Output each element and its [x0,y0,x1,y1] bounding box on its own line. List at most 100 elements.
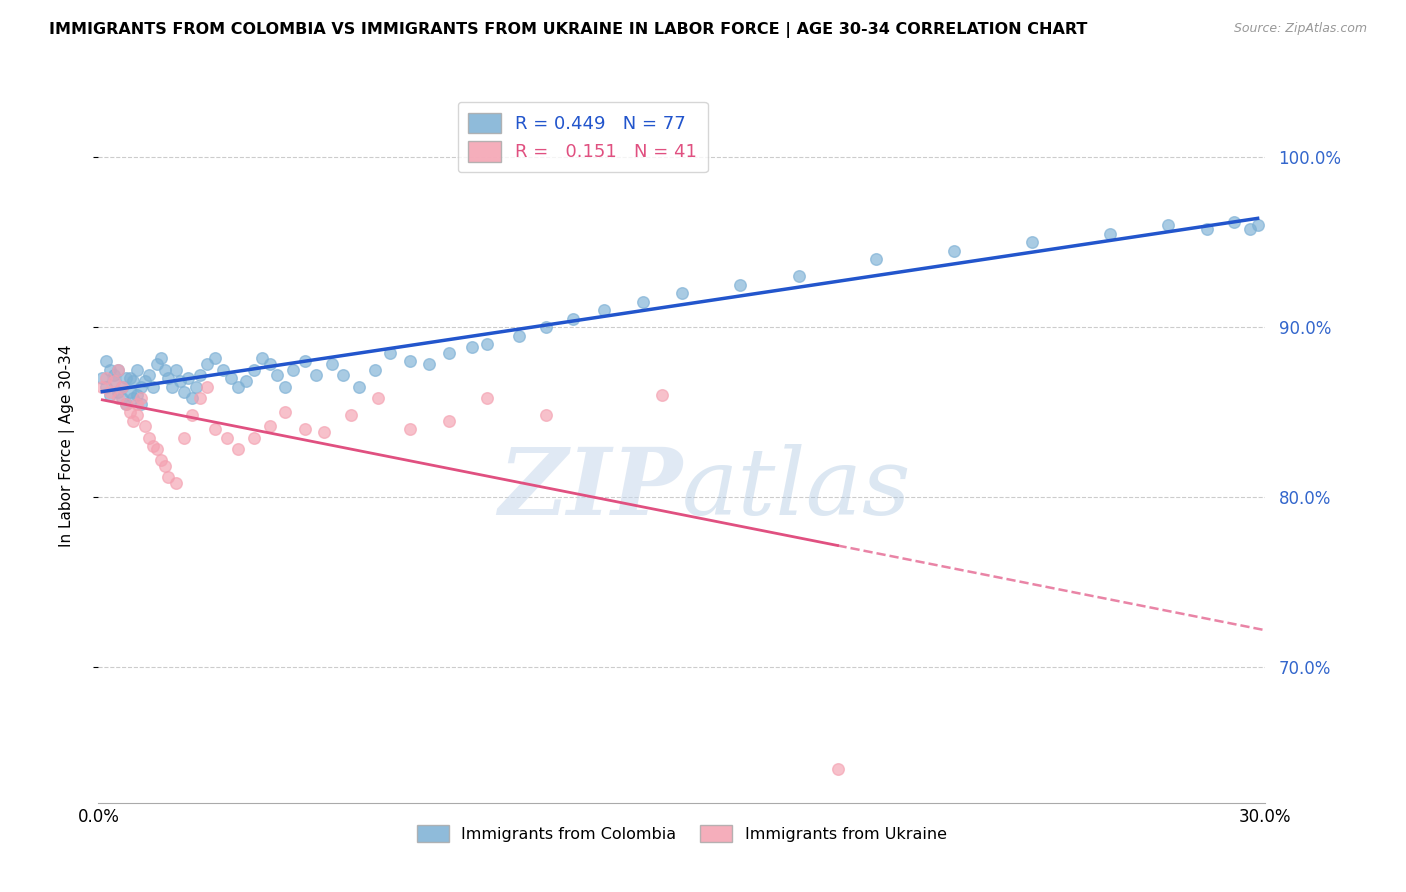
Point [107,392,129,406]
Point [173,430,195,444]
Point [305,368,328,382]
Point [162,379,184,393]
Point [398,354,420,368]
Point [534,409,557,423]
Point [363,362,385,376]
Point [1223,215,1246,229]
Point [188,368,211,382]
Point [165,362,187,376]
Point [332,368,354,382]
Point [259,358,281,372]
Point [146,442,169,457]
Point [827,762,849,776]
Point [138,430,160,444]
Point [107,362,129,376]
Point [274,379,297,393]
Point [787,269,810,284]
Point [142,379,165,393]
Point [142,439,165,453]
Point [103,368,125,382]
Point [146,358,169,372]
Point [212,362,235,376]
Point [173,384,195,399]
Text: Source: ZipAtlas.com: Source: ZipAtlas.com [1233,22,1367,36]
Point [204,351,226,365]
Point [347,379,370,393]
Y-axis label: In Labor Force | Age 30-34: In Labor Force | Age 30-34 [59,344,75,548]
Point [631,294,654,309]
Point [671,286,693,301]
Point [243,362,266,376]
Point [96,379,118,393]
Point [340,409,363,423]
Point [127,388,149,402]
Text: atlas: atlas [682,444,911,533]
Point [730,277,752,292]
Point [98,384,121,399]
Point [114,371,136,385]
Point [461,341,484,355]
Point [129,392,152,406]
Point [129,396,152,410]
Point [134,375,156,389]
Point [1239,221,1261,235]
Point [91,371,114,385]
Point [398,422,420,436]
Point [1021,235,1043,249]
Point [1246,218,1268,232]
Point [188,392,211,406]
Point [107,384,129,399]
Point [1195,221,1218,235]
Point [180,409,202,423]
Point [114,396,136,410]
Point [127,409,149,423]
Point [418,358,440,372]
Point [177,371,200,385]
Point [259,418,281,433]
Point [243,430,266,444]
Point [118,405,141,419]
Legend: Immigrants from Colombia, Immigrants from Ukraine: Immigrants from Colombia, Immigrants fro… [411,819,953,848]
Point [127,362,149,376]
Point [96,354,118,368]
Point [153,362,176,376]
Point [250,351,273,365]
Point [274,405,297,419]
Point [367,392,389,406]
Point [180,392,202,406]
Point [111,379,134,393]
Point [169,375,191,389]
Point [111,379,134,393]
Point [122,413,145,427]
Point [114,396,136,410]
Point [294,422,316,436]
Text: IMMIGRANTS FROM COLOMBIA VS IMMIGRANTS FROM UKRAINE IN LABOR FORCE | AGE 30-34 C: IMMIGRANTS FROM COLOMBIA VS IMMIGRANTS F… [49,22,1088,38]
Point [153,459,176,474]
Point [437,413,460,427]
Point [380,345,402,359]
Point [228,379,250,393]
Point [122,392,145,406]
Point [651,388,673,402]
Point [321,358,343,372]
Point [149,452,172,467]
Text: ZIP: ZIP [498,444,682,533]
Point [235,375,257,389]
Point [96,371,118,385]
Point [149,351,172,365]
Point [129,379,152,393]
Point [1098,227,1121,241]
Point [103,375,125,389]
Point [204,422,226,436]
Point [184,379,207,393]
Point [134,418,156,433]
Point [294,354,316,368]
Point [127,396,149,410]
Point [118,384,141,399]
Point [219,371,242,385]
Point [215,430,238,444]
Point [562,311,585,326]
Point [195,358,218,372]
Point [157,469,180,483]
Point [118,371,141,385]
